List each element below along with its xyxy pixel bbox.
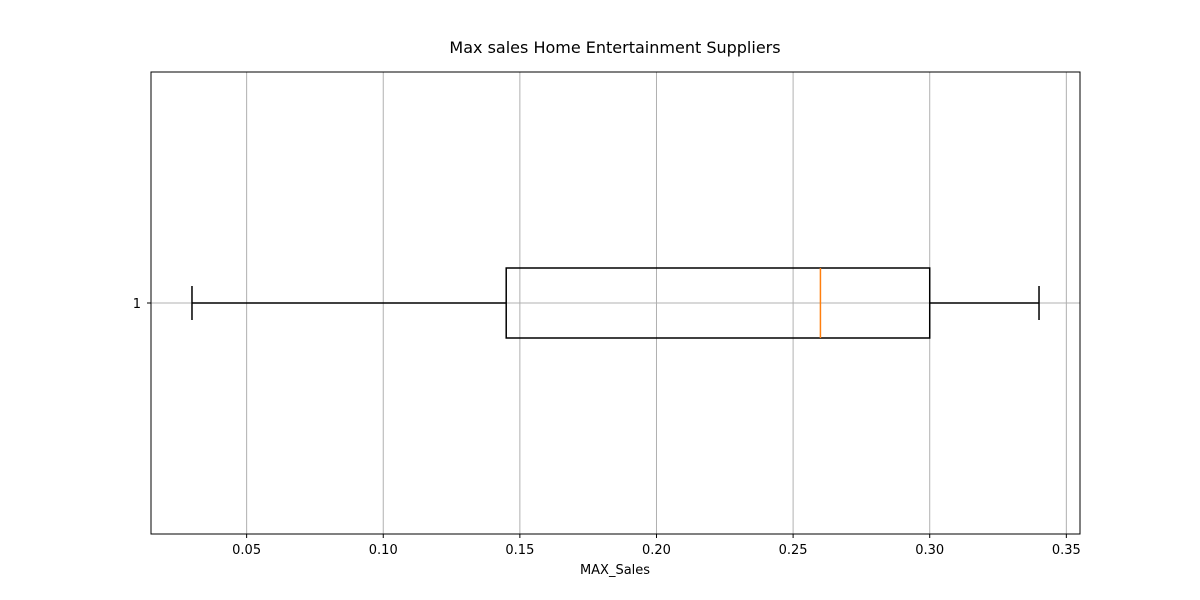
x-axis-ticks: 0.05 0.10 0.15 0.20 0.25 0.30 0.35 [232,534,1081,558]
iqr-box [505,267,931,339]
x-tick-label: 0.35 [1052,543,1081,558]
plot-area [191,267,1040,339]
y-axis-ticks: 1 [133,297,151,312]
y-tick-label: 1 [133,297,141,312]
x-tick-label: 0.30 [915,543,944,558]
x-axis-label: MAX_Sales [580,563,650,578]
x-tick-label: 0.10 [369,543,398,558]
chart-title: Max sales Home Entertainment Suppliers [449,38,780,57]
x-tick-label: 0.25 [779,543,808,558]
x-tick-label: 0.05 [232,543,261,558]
x-tick-label: 0.20 [642,543,671,558]
x-tick-label: 0.15 [505,543,534,558]
